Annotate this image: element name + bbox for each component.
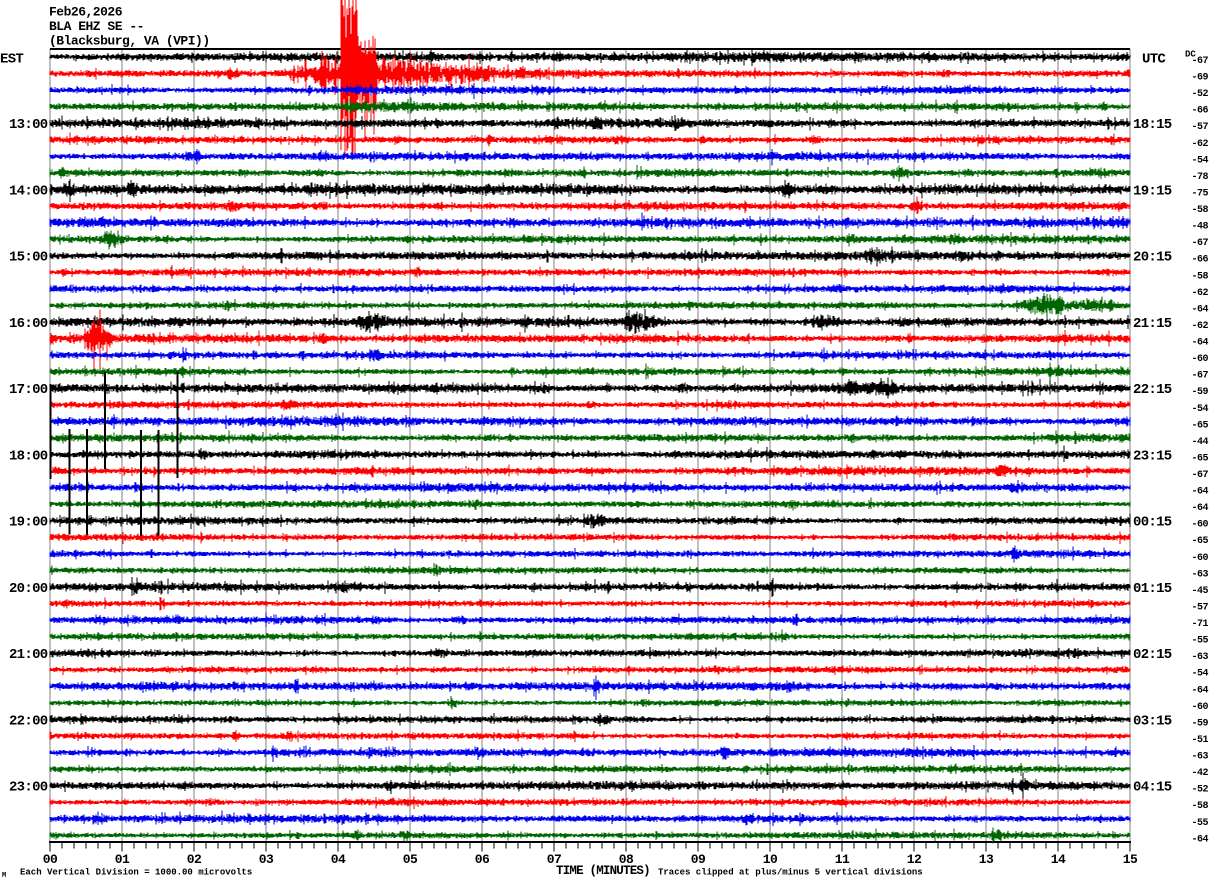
svg-text:-64: -64 <box>1191 487 1208 498</box>
svg-text:14:00: 14:00 <box>9 184 48 200</box>
svg-text:-55: -55 <box>1191 636 1208 647</box>
svg-text:21:00: 21:00 <box>9 647 48 663</box>
svg-text:-65: -65 <box>1191 420 1208 431</box>
svg-text:-58: -58 <box>1191 271 1208 282</box>
svg-text:DC: DC <box>1185 50 1196 60</box>
svg-text:-64: -64 <box>1191 834 1208 845</box>
svg-text:-54: -54 <box>1191 669 1208 680</box>
svg-text:BLA EHZ SE --: BLA EHZ SE -- <box>49 19 144 34</box>
svg-text:13:00: 13:00 <box>9 117 48 133</box>
svg-text:13: 13 <box>979 852 994 867</box>
svg-text:-54: -54 <box>1191 155 1208 166</box>
svg-text:19:15: 19:15 <box>1133 184 1172 200</box>
svg-text:16:00: 16:00 <box>9 316 48 332</box>
svg-text:20:15: 20:15 <box>1133 250 1172 266</box>
svg-text:10: 10 <box>763 852 778 867</box>
svg-text:02: 02 <box>187 852 202 867</box>
svg-text:18:00: 18:00 <box>9 448 48 464</box>
svg-text:03: 03 <box>259 852 274 867</box>
svg-text:05: 05 <box>403 852 418 867</box>
svg-text:15:00: 15:00 <box>9 250 48 266</box>
svg-text:Traces clipped at plus/minus 5: Traces clipped at plus/minus 5 vertical … <box>658 868 923 878</box>
svg-text:01: 01 <box>115 852 130 867</box>
svg-text:23:15: 23:15 <box>1133 448 1172 464</box>
svg-text:02:15: 02:15 <box>1133 647 1172 663</box>
svg-text:01:15: 01:15 <box>1133 581 1172 597</box>
svg-text:Each Vertical Division = 1000.: Each Vertical Division = 1000.00 microvo… <box>20 868 252 878</box>
svg-text:-63: -63 <box>1191 569 1208 580</box>
svg-text:18:15: 18:15 <box>1133 117 1172 133</box>
svg-text:19:00: 19:00 <box>9 515 48 531</box>
svg-text:-60: -60 <box>1191 354 1208 365</box>
svg-text:-67: -67 <box>1191 238 1208 249</box>
svg-text:-57: -57 <box>1191 603 1208 614</box>
svg-text:-60: -60 <box>1191 702 1208 713</box>
svg-text:-62: -62 <box>1191 288 1208 299</box>
svg-text:12: 12 <box>907 852 922 867</box>
svg-text:-67: -67 <box>1191 56 1208 67</box>
svg-text:22:00: 22:00 <box>9 713 48 729</box>
svg-text:-60: -60 <box>1191 520 1208 531</box>
svg-text:-44: -44 <box>1191 437 1208 448</box>
svg-text:-62: -62 <box>1191 139 1208 150</box>
svg-text:-59: -59 <box>1191 718 1208 729</box>
svg-text:07: 07 <box>547 852 562 867</box>
svg-text:23:00: 23:00 <box>9 780 48 796</box>
svg-text:06: 06 <box>475 852 490 867</box>
svg-text:-52: -52 <box>1191 89 1208 100</box>
svg-text:-54: -54 <box>1191 404 1208 415</box>
svg-text:-67: -67 <box>1191 470 1208 481</box>
svg-text:-59: -59 <box>1191 387 1208 398</box>
svg-text:UTC: UTC <box>1142 52 1166 68</box>
svg-text:-64: -64 <box>1191 503 1208 514</box>
svg-text:EST: EST <box>0 52 23 68</box>
svg-text:22:15: 22:15 <box>1133 382 1172 398</box>
svg-text:09: 09 <box>691 852 706 867</box>
svg-text:-75: -75 <box>1191 189 1208 200</box>
svg-text:-57: -57 <box>1191 122 1208 133</box>
svg-text:-42: -42 <box>1191 768 1208 779</box>
svg-text:15: 15 <box>1123 852 1138 867</box>
svg-text:04:15: 04:15 <box>1133 780 1172 796</box>
svg-text:-52: -52 <box>1191 785 1208 796</box>
svg-text:-45: -45 <box>1191 586 1208 597</box>
svg-text:-62: -62 <box>1191 321 1208 332</box>
svg-text:03:15: 03:15 <box>1133 713 1172 729</box>
svg-text:-60: -60 <box>1191 553 1208 564</box>
svg-text:-69: -69 <box>1191 73 1208 84</box>
svg-text:-58: -58 <box>1191 801 1208 812</box>
svg-text:-78: -78 <box>1191 172 1208 183</box>
svg-text:-65: -65 <box>1191 536 1208 547</box>
svg-text:17:00: 17:00 <box>9 382 48 398</box>
svg-text:20:00: 20:00 <box>9 581 48 597</box>
svg-text:21:15: 21:15 <box>1133 316 1172 332</box>
svg-text:08: 08 <box>619 852 634 867</box>
svg-text:04: 04 <box>331 852 346 867</box>
svg-text:-63: -63 <box>1191 652 1208 663</box>
svg-text:-55: -55 <box>1191 818 1208 829</box>
svg-text:-58: -58 <box>1191 205 1208 216</box>
svg-text:-63: -63 <box>1191 752 1208 763</box>
svg-text:14: 14 <box>1051 852 1066 867</box>
svg-text:M: M <box>2 872 6 880</box>
svg-text:-65: -65 <box>1191 453 1208 464</box>
svg-text:-48: -48 <box>1191 222 1208 233</box>
svg-text:-66: -66 <box>1191 255 1208 266</box>
svg-text:-64: -64 <box>1191 304 1208 315</box>
svg-text:-64: -64 <box>1191 685 1208 696</box>
svg-text:-51: -51 <box>1191 735 1208 746</box>
svg-text:-71: -71 <box>1191 619 1208 630</box>
svg-text:-66: -66 <box>1191 106 1208 117</box>
svg-text:00: 00 <box>43 852 58 867</box>
svg-text:11: 11 <box>835 852 850 867</box>
svg-text:TIME (MINUTES): TIME (MINUTES) <box>556 864 650 878</box>
svg-text:(Blacksburg, VA (VPI)): (Blacksburg, VA (VPI)) <box>49 33 210 48</box>
svg-text:-64: -64 <box>1191 338 1208 349</box>
svg-text:-67: -67 <box>1191 371 1208 382</box>
svg-text:00:15: 00:15 <box>1133 515 1172 531</box>
svg-text:Feb26,2026: Feb26,2026 <box>49 5 123 20</box>
